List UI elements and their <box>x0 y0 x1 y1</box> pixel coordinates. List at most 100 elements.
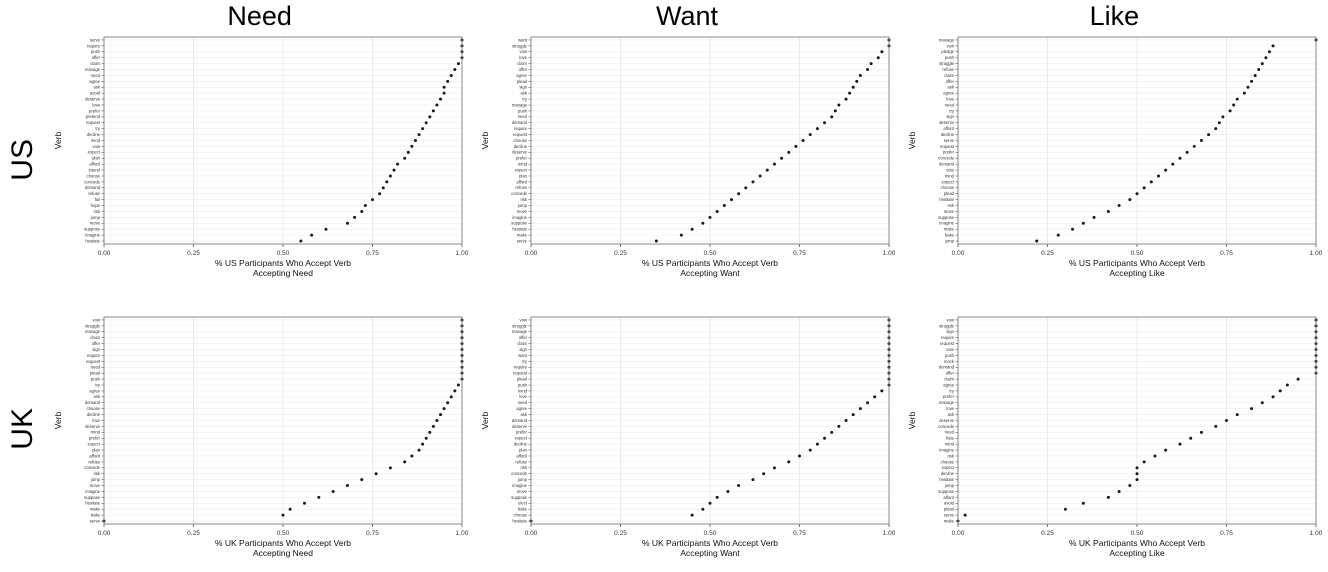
svg-text:offer: offer <box>519 67 528 72</box>
svg-text:try: try <box>522 359 528 364</box>
svg-text:1.00: 1.00 <box>883 530 896 537</box>
svg-text:0.75: 0.75 <box>1221 250 1234 257</box>
chart-uk-want: 0.00 0.25 0.50 0.75 1.00 vowstrugglemanageoff… <box>480 316 896 558</box>
svg-text:0.25: 0.25 <box>1042 530 1055 537</box>
svg-text:imagine: imagine <box>940 447 955 452</box>
svg-text:suppose: suppose <box>84 227 101 232</box>
svg-text:try: try <box>950 108 956 113</box>
svg-text:risk: risk <box>520 465 527 470</box>
svg-text:want: want <box>518 37 528 42</box>
svg-text:require: require <box>514 126 528 131</box>
svg-text:afford: afford <box>89 162 100 167</box>
svg-text:demand: demand <box>939 162 955 167</box>
svg-text:plan: plan <box>519 447 528 452</box>
svg-text:Accepting Want: Accepting Want <box>680 268 740 278</box>
svg-text:serve: serve <box>944 513 955 518</box>
svg-text:push: push <box>518 108 528 113</box>
svg-text:imagine: imagine <box>512 483 527 488</box>
svg-text:agree: agree <box>516 406 527 411</box>
svg-text:mind: mind <box>518 388 528 393</box>
svg-text:bake: bake <box>91 513 101 518</box>
svg-text:pledge: pledge <box>942 49 955 54</box>
svg-text:serve: serve <box>944 138 955 143</box>
svg-text:agree: agree <box>89 388 100 393</box>
svg-text:Accepting Want: Accepting Want <box>680 548 740 558</box>
svg-text:need: need <box>90 73 100 78</box>
svg-text:move: move <box>517 209 528 214</box>
svg-text:Verb: Verb <box>907 131 917 149</box>
svg-text:refuse: refuse <box>515 459 527 464</box>
chart-uk-need: 0.00 0.25 0.50 0.75 1.00 vowstrugglemanagecla… <box>53 316 468 558</box>
svg-text:deserve: deserve <box>85 424 101 429</box>
svg-text:0.00: 0.00 <box>525 250 538 257</box>
svg-text:0.00: 0.00 <box>97 530 110 537</box>
svg-text:plan: plan <box>92 156 101 161</box>
svg-text:make: make <box>944 518 955 523</box>
svg-text:love: love <box>519 55 527 60</box>
svg-text:require: require <box>514 365 528 370</box>
svg-text:avoid: avoid <box>944 501 955 506</box>
svg-text:request: request <box>940 144 955 149</box>
svg-text:manage: manage <box>939 400 955 405</box>
svg-text:bake: bake <box>518 507 528 512</box>
svg-text:Verb: Verb <box>480 131 490 149</box>
svg-text:Verb: Verb <box>480 411 490 429</box>
svg-text:hesitate: hesitate <box>512 518 527 523</box>
svg-text:need: need <box>945 430 955 435</box>
panel-uk-like: 0.00 0.25 0.50 0.75 1.00 vow struggle sign requi… <box>901 286 1328 572</box>
svg-text:% UK Participants Who Accept V: % UK Participants Who Accept Verb <box>215 538 351 548</box>
svg-text:0.50: 0.50 <box>1131 530 1144 537</box>
svg-text:prefer: prefer <box>89 436 101 441</box>
svg-text:plan: plan <box>519 173 528 178</box>
svg-text:decline: decline <box>86 412 100 417</box>
svg-text:0.00: 0.00 <box>97 250 110 257</box>
svg-text:afford: afford <box>516 179 527 184</box>
svg-text:plead: plead <box>517 377 528 382</box>
svg-text:choose: choose <box>513 513 527 518</box>
svg-text:expect: expect <box>87 442 100 447</box>
svg-text:push: push <box>91 377 101 382</box>
svg-text:Verb: Verb <box>53 411 63 429</box>
svg-text:push: push <box>91 49 101 54</box>
column-title-like: Like <box>1089 1 1140 31</box>
svg-text:% US Participants Who Accept V: % US Participants Who Accept Verb <box>215 258 351 268</box>
svg-text:mock: mock <box>944 359 955 364</box>
svg-text:vow: vow <box>947 43 955 48</box>
svg-text:manage: manage <box>512 102 528 107</box>
svg-text:jump: jump <box>944 483 955 488</box>
svg-text:mind: mind <box>945 173 955 178</box>
svg-text:want: want <box>518 353 528 358</box>
svg-text:offer: offer <box>91 55 100 60</box>
svg-text:require: require <box>87 43 101 48</box>
svg-text:love: love <box>92 418 100 423</box>
svg-text:claim: claim <box>945 73 955 78</box>
svg-text:Accepting Need: Accepting Need <box>253 548 313 558</box>
svg-text:Accepting Like: Accepting Like <box>1110 548 1166 558</box>
svg-text:decline: decline <box>514 144 528 149</box>
svg-text:ask: ask <box>520 91 527 96</box>
svg-text:0.00: 0.00 <box>525 530 538 537</box>
svg-text:agree: agree <box>944 91 955 96</box>
svg-text:vow: vow <box>520 317 528 322</box>
column-title-need: Need <box>227 1 292 31</box>
svg-text:plead: plead <box>89 371 100 376</box>
svg-text:Accepting Like: Accepting Like <box>1110 268 1166 278</box>
svg-text:% UK Participants Who Accept V: % UK Participants Who Accept Verb <box>1069 538 1205 548</box>
svg-text:risk: risk <box>948 203 955 208</box>
svg-text:1.00: 1.00 <box>455 530 468 537</box>
svg-text:risk: risk <box>93 209 100 214</box>
panel-us-need: 0.00 0.25 0.50 0.75 1.00 serve require push offe… <box>46 34 473 286</box>
svg-text:deserve: deserve <box>512 424 528 429</box>
svg-text:expect: expect <box>87 150 100 155</box>
svg-text:decline: decline <box>86 132 100 137</box>
svg-text:prefer: prefer <box>943 150 955 155</box>
svg-text:jump: jump <box>90 215 101 220</box>
svg-text:prefer: prefer <box>943 394 955 399</box>
svg-text:offer: offer <box>91 341 100 346</box>
svg-text:sign: sign <box>519 85 527 90</box>
svg-text:% US Participants Who Accept V: % US Participants Who Accept Verb <box>1069 258 1205 268</box>
svg-text:0.25: 0.25 <box>1042 250 1055 257</box>
svg-text:decline: decline <box>514 442 528 447</box>
svg-text:claim: claim <box>517 61 527 66</box>
